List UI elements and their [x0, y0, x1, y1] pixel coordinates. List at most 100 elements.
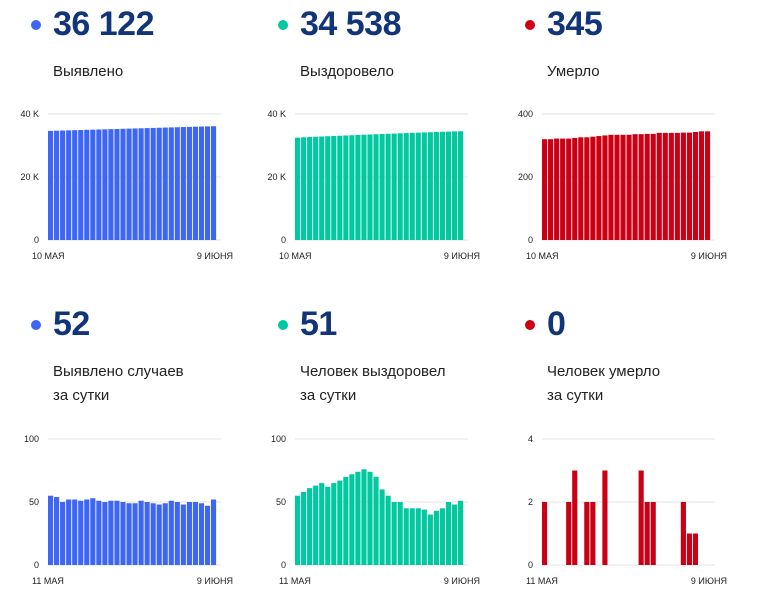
bar: [379, 489, 385, 565]
bar: [313, 485, 319, 565]
bar: [84, 129, 90, 240]
bar: [168, 500, 174, 565]
bar: [96, 129, 102, 240]
bar: [578, 137, 584, 240]
bar: [373, 476, 379, 565]
bar: [632, 134, 638, 240]
bar: [108, 129, 114, 240]
bar: [614, 134, 620, 240]
bar: [349, 135, 355, 240]
daily-deaths-value: 0: [547, 305, 566, 343]
bar: [584, 137, 590, 240]
bar: [554, 138, 560, 240]
bar: [198, 503, 205, 565]
daily-recovered-label: Человек выздоровел за сутки: [300, 360, 445, 408]
bar: [451, 131, 458, 240]
bar: [180, 127, 186, 240]
bar: [325, 136, 331, 240]
bar: [349, 474, 355, 565]
bar: [415, 132, 421, 240]
bar: [174, 127, 180, 240]
x-tick-label: 10 МАЯ: [279, 251, 312, 261]
bar: [692, 131, 699, 240]
bar: [295, 137, 301, 240]
bar: [590, 136, 596, 240]
bar: [355, 134, 361, 240]
legend-dot-red: [525, 320, 535, 330]
bar: [307, 136, 313, 240]
bar: [427, 514, 433, 565]
bar: [331, 135, 337, 240]
bar: [680, 502, 686, 565]
bar: [132, 128, 138, 240]
bar: [409, 132, 415, 240]
bar: [174, 502, 180, 565]
bar: [572, 470, 578, 565]
bar: [132, 503, 138, 565]
legend-dot-green: [278, 320, 288, 330]
bar: [638, 134, 644, 240]
bar: [542, 139, 548, 240]
bar: [138, 128, 144, 240]
bar: [54, 496, 60, 565]
bar: [542, 502, 548, 565]
legend-dot-red: [525, 20, 535, 30]
bar: [138, 500, 144, 565]
bar: [120, 128, 126, 240]
chart-total-recovered: 40 K 20 K 0 10 МАЯ 9 ИЮНЯ: [267, 109, 480, 261]
total-cases-value: 36 122: [53, 5, 155, 43]
label-line: Выздоровело: [300, 63, 395, 80]
bar: [686, 533, 692, 565]
y-tick-label: 0: [34, 235, 39, 245]
bar: [644, 133, 650, 240]
bar: [66, 499, 72, 565]
bar: [144, 128, 150, 240]
bar: [602, 135, 608, 240]
bar: [162, 127, 168, 240]
bar: [337, 135, 343, 240]
y-tick-label: 0: [528, 560, 533, 570]
bar: [385, 133, 391, 240]
bar: [78, 130, 84, 240]
panel-total-cases: 36 122 Выявлено 40 K 20 K 0 10 МАЯ 9 ИЮНЯ: [0, 0, 247, 300]
bar: [457, 131, 464, 240]
bar: [168, 127, 174, 240]
bar: [439, 508, 445, 565]
bar: [156, 127, 162, 240]
bar: [566, 502, 572, 565]
y-tick-label: 50: [276, 497, 286, 507]
x-tick-label: 11 МАЯ: [526, 576, 558, 586]
label-line: Человек умерло: [547, 363, 661, 380]
x-tick-label: 9 ИЮНЯ: [691, 251, 727, 261]
label-line: за сутки: [547, 387, 604, 404]
bar: [162, 503, 168, 565]
bar: [421, 509, 427, 565]
bar: [403, 508, 409, 565]
bar: [337, 480, 343, 565]
label-line: за сутки: [53, 387, 110, 404]
bar: [84, 499, 90, 565]
bar: [698, 131, 705, 240]
total-deaths-label: Умерло: [547, 60, 600, 84]
panel-daily-cases: 52 Выявлено случаев за сутки 100 50 0 11 МА…: [0, 300, 247, 600]
bar: [656, 132, 662, 240]
daily-cases-label: Выявлено случаев за сутки: [53, 360, 184, 408]
daily-deaths-label: Человек умерло за сутки: [547, 360, 660, 408]
bar: [54, 130, 60, 240]
chart-total-deaths: 400 200 0 10 МАЯ 9 ИЮНЯ: [518, 109, 727, 261]
y-tick-label: 4: [528, 434, 533, 444]
bar: [343, 135, 349, 240]
bar: [596, 136, 602, 240]
bar: [644, 502, 650, 565]
bar: [48, 130, 54, 240]
bar: [60, 502, 66, 565]
bar: [445, 131, 452, 240]
bar: [114, 500, 120, 565]
bar: [114, 128, 120, 240]
bar: [620, 134, 626, 240]
bar: [325, 486, 331, 565]
x-tick-label: 9 ИЮНЯ: [197, 576, 233, 586]
legend-dot-blue: [31, 320, 41, 330]
bar: [295, 495, 301, 565]
y-tick-label: 20 K: [20, 172, 39, 182]
